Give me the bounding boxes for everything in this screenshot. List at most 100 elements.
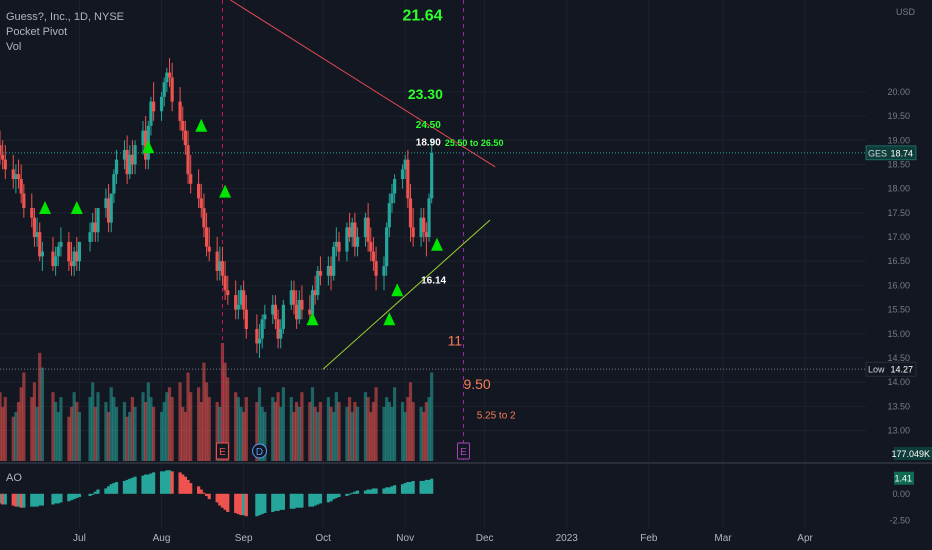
volume-bar [59,397,63,461]
volume-bar [207,397,211,461]
candle-body [202,208,206,228]
volume-bar [141,392,145,461]
candle-body [72,251,76,267]
candle-body [332,246,336,276]
volume-bar [316,411,320,461]
candle-body [424,232,428,238]
price-tick-label: 18.50 [887,159,910,169]
ao-bar [167,470,172,494]
ao-bar [242,493,246,516]
candle-body [133,145,137,165]
candle-body [204,227,209,247]
ao-bar [67,493,71,502]
candle-body [300,299,304,310]
ao-bar [189,483,193,494]
candle-body [273,304,278,320]
price-annotation: 21.64 [403,8,443,25]
ao-bar [297,493,301,508]
ao-bar [16,493,21,507]
currency-label: USD [896,7,916,17]
volume-bar [152,406,156,461]
volume-bar [382,406,386,461]
price-tag-value: 18.74 [890,148,913,158]
ao-bar [385,487,389,494]
ao-bar [40,493,44,506]
candle-body [271,304,275,315]
ao-bar [355,490,360,494]
volume-bar [279,406,283,461]
candle-body [93,222,97,233]
candle-body [130,154,135,165]
pocket-pivot-triangle [195,118,208,132]
volume-bar [347,397,352,461]
volume-bar [189,392,193,461]
volume-bar [411,402,415,461]
ao-bar [218,493,222,506]
ao-bar [56,493,60,504]
volume-bar [181,406,185,461]
ao-bar [96,489,100,494]
candle-body [38,232,42,257]
volume-bar [392,387,397,461]
candle-body [281,304,285,329]
ao-bar [51,493,55,505]
volume-bar [424,402,428,461]
candle-body [88,232,92,242]
volume-bar [32,382,37,461]
ao-bar [281,493,285,510]
volume-bar [300,392,304,461]
ao-bar [318,493,323,504]
candles [0,58,434,358]
volume-bar [334,392,338,461]
ao-bar [279,493,283,510]
time-tick-label: Sep [235,533,253,544]
price-annotation: 11 [448,333,463,349]
volume-bar [260,406,264,461]
volume-bar [236,397,240,461]
price-tick-label: 20.00 [887,87,910,97]
ao-bar [292,493,296,509]
volume-bar [226,377,230,461]
candle-body [165,72,169,83]
ao-bar [11,493,15,506]
volume-bar [16,402,21,461]
volume-bar [242,411,246,461]
volume-bar [289,397,293,461]
candle-body [0,145,2,155]
time-tick-label: Aug [153,533,171,544]
resistance-trend-line [230,0,496,168]
price-tick-label: 14.50 [887,353,910,363]
volume-bar [93,406,97,461]
pocket-pivot-triangle [306,312,319,326]
candle-body [308,309,312,315]
volume-bar [244,397,248,461]
volume-bar [350,411,354,461]
candle-body [19,178,23,194]
candle-body [159,96,164,112]
volume-bar [332,411,336,461]
ao-bar [369,489,373,494]
price-tick-label: 14.00 [887,377,910,387]
price-tick-label: 16.50 [887,256,910,266]
candle-body [239,290,243,305]
price-tag-value: 14.27 [890,365,913,375]
candle-body [218,261,222,271]
volume-bar [313,406,317,461]
candle-body [35,232,39,238]
ao-bar [408,482,413,494]
volume-bar [310,387,315,461]
volume-bar [14,411,18,461]
volume-bar [30,397,34,461]
candle-body [329,266,333,276]
ao-bar [114,482,119,494]
candle-body [347,227,352,238]
volume-bar [403,411,407,461]
ao-bar [109,484,113,494]
ao-bar [159,471,164,494]
candle-body [226,290,230,296]
volume-bar [22,372,26,461]
ao-bar [308,493,312,507]
volume-bar [202,362,206,461]
ao-bar [59,493,63,503]
